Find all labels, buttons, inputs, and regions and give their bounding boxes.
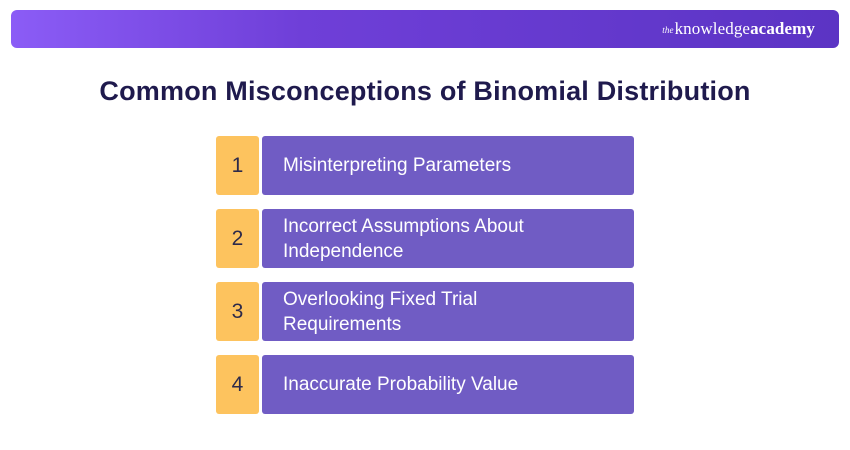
brand-word-knowledge: knowledge [674,19,751,38]
item-label-box: Misinterpreting Parameters [262,136,634,195]
brand-prefix: the [662,25,674,35]
item-number: 1 [216,136,259,195]
item-label: Overlooking Fixed Trial Requirements [283,288,478,335]
item-label-box: Incorrect Assumptions About Independence [262,209,634,268]
item-number: 3 [216,282,259,341]
brand-word-academy: academy [750,19,815,38]
item-label-box: Inaccurate Probability Value [262,355,634,414]
top-banner: theknowledgeacademy [11,10,839,48]
item-number: 4 [216,355,259,414]
page-title: Common Misconceptions of Binomial Distri… [99,76,751,106]
item-label-box: Overlooking Fixed Trial Requirements [262,282,634,341]
item-label: Incorrect Assumptions About Independence [283,215,524,262]
list-item: 4 Inaccurate Probability Value [216,355,634,414]
list-item: 1 Misinterpreting Parameters [216,136,634,195]
item-number: 2 [216,209,259,268]
misconception-list: 1 Misinterpreting Parameters 2 Incorrect… [216,136,634,428]
list-item: 2 Incorrect Assumptions About Independen… [216,209,634,268]
brand-logo[interactable]: theknowledgeacademy [662,19,815,40]
list-item: 3 Overlooking Fixed Trial Requirements [216,282,634,341]
item-label: Misinterpreting Parameters [283,155,512,176]
item-label: Inaccurate Probability Value [283,374,519,395]
